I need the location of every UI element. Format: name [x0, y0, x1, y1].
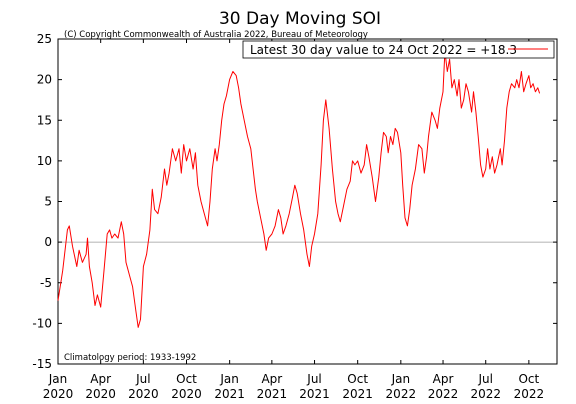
x-tick-label-month: Oct — [176, 372, 197, 386]
legend: Latest 30 day value to 24 Oct 2022 = +18… — [242, 40, 555, 59]
x-tick-label-year: 2020 — [128, 387, 159, 401]
x-tick-label-year: 2022 — [386, 387, 417, 401]
climatology-note: Climatology period: 1933-1992 — [64, 353, 196, 363]
x-tick-label-month: Jul — [477, 372, 492, 386]
x-tick-label-month: Apr — [261, 372, 282, 386]
x-tick-label-month: Jul — [135, 372, 150, 386]
y-tick-label: -15 — [32, 357, 52, 371]
x-tick-label-year: 2020 — [85, 387, 116, 401]
y-tick-label: 10 — [37, 154, 52, 168]
legend-box — [242, 40, 555, 59]
plot-frame — [57, 38, 558, 365]
x-tick-label-month: Apr — [90, 372, 111, 386]
soi-series-line — [57, 50, 541, 328]
x-tick-label-year: 2022 — [470, 387, 501, 401]
y-tick-label: 25 — [37, 32, 52, 46]
x-tick-label-year: 2022 — [428, 387, 459, 401]
x-tick-label-month: Oct — [347, 372, 368, 386]
x-tick-label-month: Jan — [48, 372, 68, 386]
y-tick-label: 5 — [44, 195, 52, 209]
x-tick-label-year: 2021 — [257, 387, 288, 401]
x-tick-label-month: Jul — [306, 372, 321, 386]
x-tick-label-year: 2020 — [43, 387, 74, 401]
legend-label: Latest 30 day value to 24 Oct 2022 = +18… — [250, 43, 517, 57]
x-tick-label-month: Jan — [391, 372, 411, 386]
x-tick-label-month: Jan — [219, 372, 239, 386]
x-tick-label-month: Apr — [433, 372, 454, 386]
x-tick-label-month: Oct — [518, 372, 539, 386]
x-tick-label-year: 2022 — [514, 387, 545, 401]
x-tick-label-year: 2021 — [299, 387, 330, 401]
y-tick-label: 20 — [37, 73, 52, 87]
x-tick-label-year: 2021 — [342, 387, 373, 401]
chart-title: 30 Day Moving SOI — [219, 9, 381, 29]
x-tick-label-year: 2020 — [171, 387, 202, 401]
y-tick-label: -10 — [32, 316, 52, 330]
y-axis: -15 -10 -5 0 5 10 15 20 25 — [32, 32, 557, 371]
y-tick-label: 15 — [37, 113, 52, 127]
x-axis: Jan2020Apr2020Jul2020Oct2020Jan2021Apr20… — [43, 39, 544, 401]
y-tick-label: 0 — [44, 235, 52, 249]
y-tick-label: -5 — [40, 276, 52, 290]
copyright-note: (C) Copyright Commonwealth of Australia … — [64, 30, 368, 40]
x-tick-label-year: 2021 — [214, 387, 245, 401]
